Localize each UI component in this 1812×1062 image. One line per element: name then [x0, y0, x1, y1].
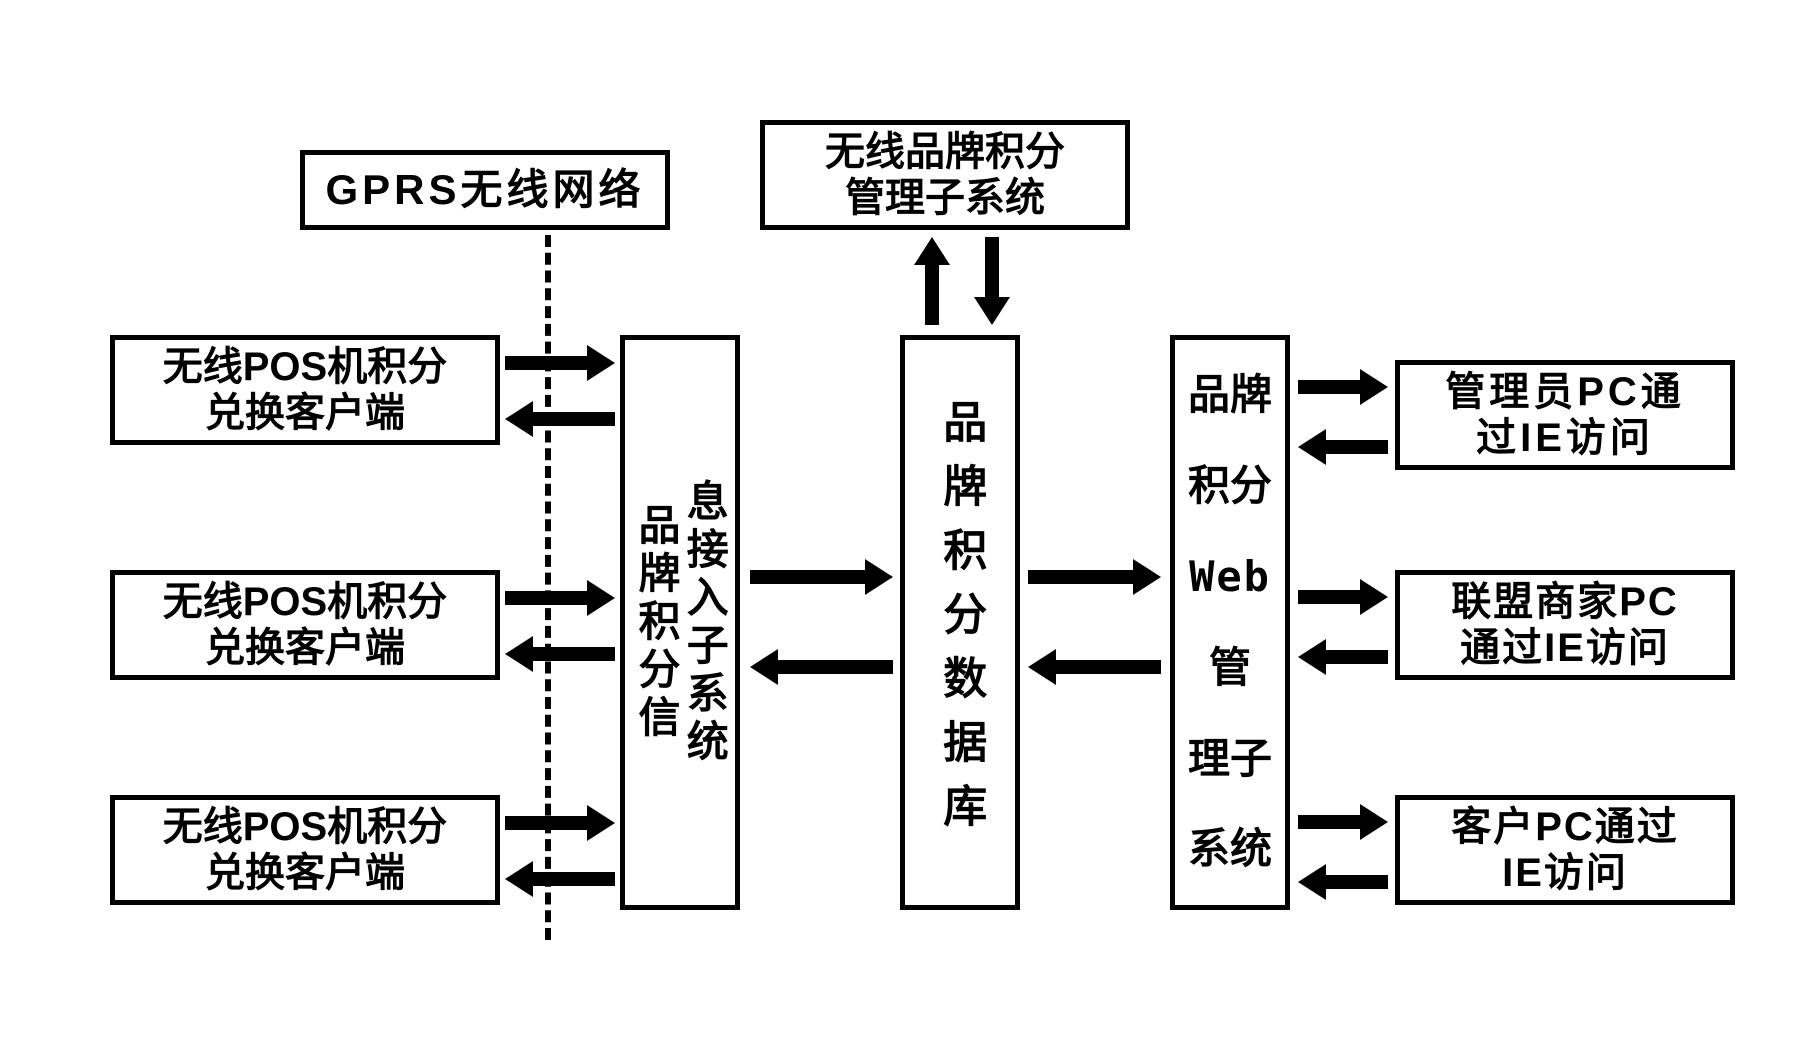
node-customer-pc-label: 客户PC通过 IE访问 — [1451, 804, 1679, 896]
arrow-admin-to-web — [1326, 440, 1388, 454]
node-info-sub-col1: 品牌积分信 — [632, 350, 680, 895]
node-gprs-label: GPRS无线网络 — [325, 166, 644, 214]
node-admin-pc: 管理员PC通 过IE访问 — [1395, 360, 1735, 470]
node-web-sub-r1c1: 品 — [1188, 371, 1230, 419]
arrow-pos3-to-info — [505, 816, 587, 830]
arrow-info-to-pos3 — [533, 872, 615, 886]
arrow-db-to-info — [778, 660, 893, 674]
node-web-sub: 品 牌 积 分 Web 管 理 子 系 统 — [1170, 335, 1290, 910]
node-pos2-label: 无线POS机积分 兑换客户端 — [163, 579, 447, 671]
arrow-web-to-db — [1056, 660, 1161, 674]
node-pos1: 无线POS机积分 兑换客户端 — [110, 335, 500, 445]
node-web-sub-guan: 管 — [1209, 644, 1251, 692]
node-web-sub-r5c2: 统 — [1230, 825, 1272, 873]
node-wireless-mgmt-label: 无线品牌积分 管理子系统 — [825, 129, 1065, 221]
arrow-web-to-merchant — [1298, 590, 1360, 604]
node-web-sub-web: Web — [1189, 553, 1271, 601]
arrow-wireless-to-db — [985, 237, 999, 297]
arrow-info-to-db — [750, 570, 865, 584]
gprs-boundary-line — [545, 235, 551, 940]
node-pos2: 无线POS机积分 兑换客户端 — [110, 570, 500, 680]
node-web-sub-r2c1: 积 — [1188, 462, 1230, 510]
arrow-web-to-admin — [1298, 380, 1360, 394]
arrow-customer-to-web — [1326, 875, 1388, 889]
arrow-merchant-to-web — [1326, 650, 1388, 664]
arrow-info-to-pos1 — [533, 412, 615, 426]
node-info-sub-col2: 息接入子系统 — [680, 350, 728, 895]
node-pos1-label: 无线POS机积分 兑换客户端 — [163, 344, 447, 436]
node-pos3-label: 无线POS机积分 兑换客户端 — [163, 804, 447, 896]
node-web-sub-r2c2: 分 — [1230, 462, 1272, 510]
arrow-web-to-customer — [1298, 815, 1360, 829]
node-web-sub-r4c1: 理 — [1188, 735, 1230, 783]
diagram-canvas: GPRS无线网络 无线品牌积分 管理子系统 无线POS机积分 兑换客户端 无线P… — [0, 0, 1812, 1062]
node-wireless-mgmt: 无线品牌积分 管理子系统 — [760, 120, 1130, 230]
arrow-pos2-to-info — [505, 591, 587, 605]
arrow-info-to-pos2 — [533, 647, 615, 661]
node-admin-pc-label: 管理员PC通 过IE访问 — [1445, 369, 1685, 461]
node-web-sub-r4c2: 子 — [1230, 735, 1272, 783]
node-gprs: GPRS无线网络 — [300, 150, 670, 230]
node-merchant-pc-label: 联盟商家PC 通过IE访问 — [1451, 579, 1679, 671]
arrow-pos1-to-info — [505, 356, 587, 370]
node-info-sub: 品牌积分信 息接入子系统 — [620, 335, 740, 910]
node-db: 品牌积分数据库 — [900, 335, 1020, 910]
arrow-db-to-web — [1028, 570, 1133, 584]
arrow-db-to-wireless — [925, 265, 939, 325]
node-web-sub-r1c2: 牌 — [1230, 371, 1272, 419]
node-merchant-pc: 联盟商家PC 通过IE访问 — [1395, 570, 1735, 680]
node-web-sub-r5c1: 系 — [1188, 825, 1230, 873]
node-customer-pc: 客户PC通过 IE访问 — [1395, 795, 1735, 905]
node-pos3: 无线POS机积分 兑换客户端 — [110, 795, 500, 905]
node-db-label: 品牌积分数据库 — [935, 399, 986, 847]
